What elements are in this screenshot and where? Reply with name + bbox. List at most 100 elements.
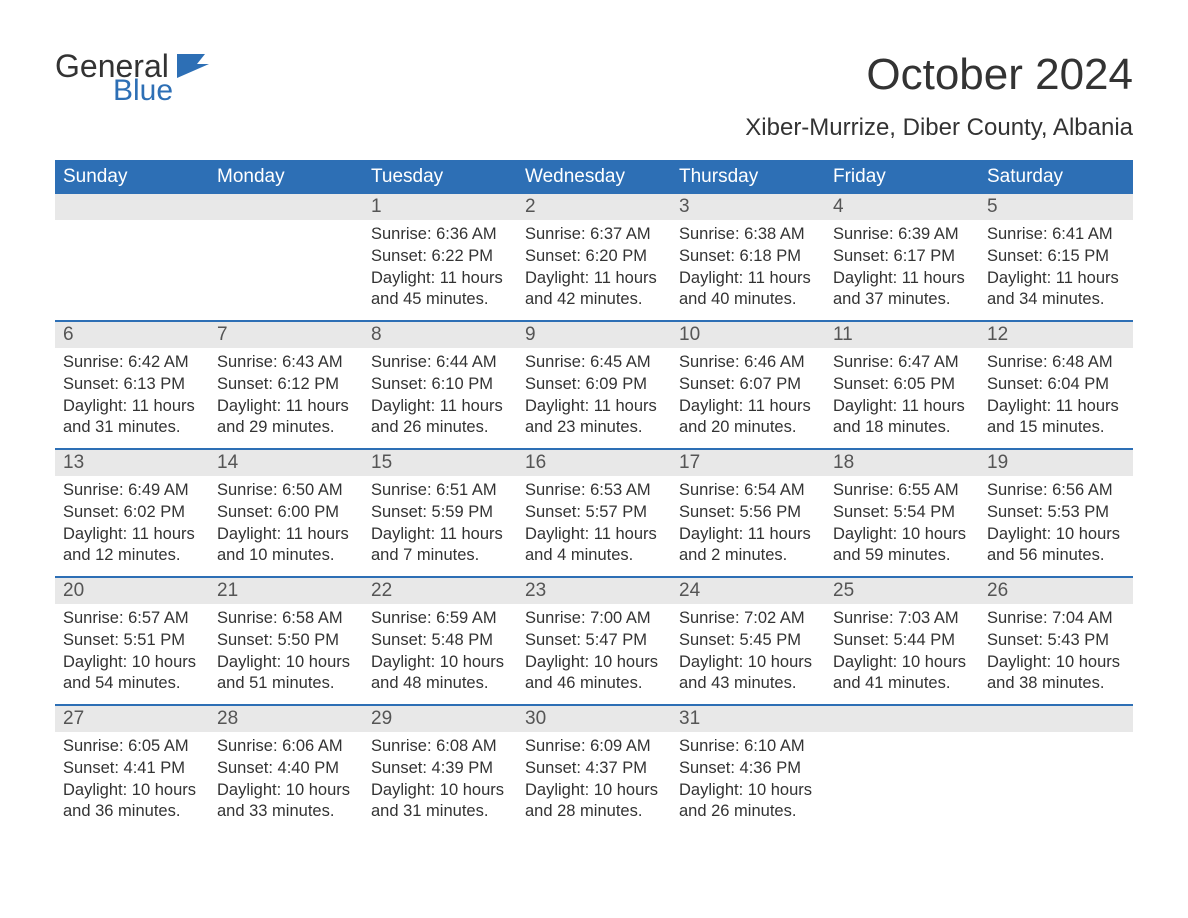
day-cell: 23Sunrise: 7:00 AMSunset: 5:47 PMDayligh… — [517, 578, 671, 704]
daylight-line-2: and 12 minutes. — [63, 545, 201, 567]
day-number — [209, 194, 363, 220]
daylight-line-1: Daylight: 10 hours — [217, 652, 355, 674]
daylight-line-2: and 18 minutes. — [833, 417, 971, 439]
sunset-line: Sunset: 5:44 PM — [833, 630, 971, 652]
daylight-line-2: and 28 minutes. — [525, 801, 663, 823]
daylight-line-1: Daylight: 10 hours — [371, 780, 509, 802]
day-content: Sunrise: 6:46 AMSunset: 6:07 PMDaylight:… — [671, 348, 825, 447]
daylight-line-2: and 2 minutes. — [679, 545, 817, 567]
daylight-line-1: Daylight: 11 hours — [987, 396, 1125, 418]
sunrise-line: Sunrise: 7:00 AM — [525, 608, 663, 630]
daylight-line-2: and 36 minutes. — [63, 801, 201, 823]
day-number: 13 — [55, 450, 209, 476]
sunrise-line: Sunrise: 6:59 AM — [371, 608, 509, 630]
daylight-line-2: and 29 minutes. — [217, 417, 355, 439]
daylight-line-1: Daylight: 10 hours — [63, 652, 201, 674]
sunset-line: Sunset: 5:53 PM — [987, 502, 1125, 524]
sunrise-line: Sunrise: 6:05 AM — [63, 736, 201, 758]
sunset-line: Sunset: 5:56 PM — [679, 502, 817, 524]
day-cell: 21Sunrise: 6:58 AMSunset: 5:50 PMDayligh… — [209, 578, 363, 704]
day-number: 18 — [825, 450, 979, 476]
daylight-line-2: and 15 minutes. — [987, 417, 1125, 439]
day-content: Sunrise: 6:08 AMSunset: 4:39 PMDaylight:… — [363, 732, 517, 831]
sunrise-line: Sunrise: 6:36 AM — [371, 224, 509, 246]
daylight-line-2: and 4 minutes. — [525, 545, 663, 567]
sunset-line: Sunset: 6:04 PM — [987, 374, 1125, 396]
day-number: 26 — [979, 578, 1133, 604]
day-header-thursday: Thursday — [671, 160, 825, 194]
day-cell: 28Sunrise: 6:06 AMSunset: 4:40 PMDayligh… — [209, 706, 363, 832]
day-number: 21 — [209, 578, 363, 604]
daylight-line-2: and 46 minutes. — [525, 673, 663, 695]
day-number: 19 — [979, 450, 1133, 476]
daylight-line-1: Daylight: 11 hours — [987, 268, 1125, 290]
page-subtitle: Xiber-Murrize, Diber County, Albania — [55, 114, 1133, 142]
sunset-line: Sunset: 4:39 PM — [371, 758, 509, 780]
week-row: 20Sunrise: 6:57 AMSunset: 5:51 PMDayligh… — [55, 576, 1133, 704]
day-header-sunday: Sunday — [55, 160, 209, 194]
daylight-line-2: and 26 minutes. — [371, 417, 509, 439]
day-cell: 1Sunrise: 6:36 AMSunset: 6:22 PMDaylight… — [363, 194, 517, 320]
day-cell: 6Sunrise: 6:42 AMSunset: 6:13 PMDaylight… — [55, 322, 209, 448]
day-content: Sunrise: 6:57 AMSunset: 5:51 PMDaylight:… — [55, 604, 209, 703]
sunset-line: Sunset: 4:36 PM — [679, 758, 817, 780]
day-cell: 3Sunrise: 6:38 AMSunset: 6:18 PMDaylight… — [671, 194, 825, 320]
day-number: 8 — [363, 322, 517, 348]
day-content: Sunrise: 6:05 AMSunset: 4:41 PMDaylight:… — [55, 732, 209, 831]
day-cell — [209, 194, 363, 320]
day-cell: 16Sunrise: 6:53 AMSunset: 5:57 PMDayligh… — [517, 450, 671, 576]
sunrise-line: Sunrise: 6:48 AM — [987, 352, 1125, 374]
sunset-line: Sunset: 4:37 PM — [525, 758, 663, 780]
flag-icon — [177, 54, 211, 83]
daylight-line-1: Daylight: 11 hours — [525, 524, 663, 546]
sunrise-line: Sunrise: 6:46 AM — [679, 352, 817, 374]
day-number: 24 — [671, 578, 825, 604]
day-content: Sunrise: 6:43 AMSunset: 6:12 PMDaylight:… — [209, 348, 363, 447]
sunset-line: Sunset: 5:54 PM — [833, 502, 971, 524]
day-content: Sunrise: 6:39 AMSunset: 6:17 PMDaylight:… — [825, 220, 979, 319]
day-content: Sunrise: 6:45 AMSunset: 6:09 PMDaylight:… — [517, 348, 671, 447]
sunset-line: Sunset: 6:13 PM — [63, 374, 201, 396]
daylight-line-2: and 10 minutes. — [217, 545, 355, 567]
sunset-line: Sunset: 6:22 PM — [371, 246, 509, 268]
sunset-line: Sunset: 5:48 PM — [371, 630, 509, 652]
page-title: October 2024 — [866, 50, 1133, 100]
sunset-line: Sunset: 5:51 PM — [63, 630, 201, 652]
day-header-saturday: Saturday — [979, 160, 1133, 194]
sunset-line: Sunset: 5:50 PM — [217, 630, 355, 652]
day-number: 12 — [979, 322, 1133, 348]
day-cell: 7Sunrise: 6:43 AMSunset: 6:12 PMDaylight… — [209, 322, 363, 448]
day-cell: 10Sunrise: 6:46 AMSunset: 6:07 PMDayligh… — [671, 322, 825, 448]
day-number — [825, 706, 979, 732]
sunrise-line: Sunrise: 6:39 AM — [833, 224, 971, 246]
day-cell: 4Sunrise: 6:39 AMSunset: 6:17 PMDaylight… — [825, 194, 979, 320]
daylight-line-2: and 48 minutes. — [371, 673, 509, 695]
day-number: 10 — [671, 322, 825, 348]
sunrise-line: Sunrise: 6:53 AM — [525, 480, 663, 502]
day-content: Sunrise: 6:42 AMSunset: 6:13 PMDaylight:… — [55, 348, 209, 447]
daylight-line-1: Daylight: 10 hours — [833, 524, 971, 546]
day-cell: 31Sunrise: 6:10 AMSunset: 4:36 PMDayligh… — [671, 706, 825, 832]
sunrise-line: Sunrise: 6:56 AM — [987, 480, 1125, 502]
day-number: 20 — [55, 578, 209, 604]
daylight-line-1: Daylight: 10 hours — [525, 780, 663, 802]
sunrise-line: Sunrise: 7:02 AM — [679, 608, 817, 630]
weeks-container: 1Sunrise: 6:36 AMSunset: 6:22 PMDaylight… — [55, 194, 1133, 832]
daylight-line-2: and 45 minutes. — [371, 289, 509, 311]
daylight-line-1: Daylight: 10 hours — [833, 652, 971, 674]
daylight-line-2: and 54 minutes. — [63, 673, 201, 695]
daylight-line-2: and 40 minutes. — [679, 289, 817, 311]
daylight-line-1: Daylight: 11 hours — [217, 396, 355, 418]
daylight-line-1: Daylight: 10 hours — [371, 652, 509, 674]
day-cell: 30Sunrise: 6:09 AMSunset: 4:37 PMDayligh… — [517, 706, 671, 832]
week-row: 13Sunrise: 6:49 AMSunset: 6:02 PMDayligh… — [55, 448, 1133, 576]
logo: General Blue — [55, 50, 211, 106]
day-number: 22 — [363, 578, 517, 604]
day-number: 27 — [55, 706, 209, 732]
sunrise-line: Sunrise: 6:37 AM — [525, 224, 663, 246]
daylight-line-1: Daylight: 10 hours — [63, 780, 201, 802]
sunrise-line: Sunrise: 6:47 AM — [833, 352, 971, 374]
sunset-line: Sunset: 6:00 PM — [217, 502, 355, 524]
daylight-line-2: and 33 minutes. — [217, 801, 355, 823]
day-cell — [825, 706, 979, 832]
